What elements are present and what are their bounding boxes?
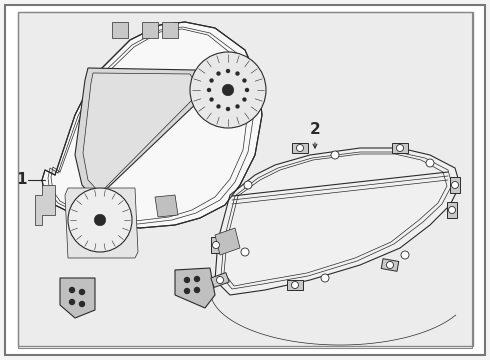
Circle shape (241, 248, 249, 256)
Circle shape (70, 300, 74, 305)
Circle shape (185, 288, 190, 293)
Polygon shape (155, 195, 178, 217)
Circle shape (243, 98, 246, 101)
Circle shape (185, 278, 190, 283)
Bar (287, 280, 303, 290)
Circle shape (401, 251, 409, 259)
Circle shape (68, 188, 132, 252)
Polygon shape (215, 148, 460, 295)
Circle shape (79, 289, 84, 294)
Polygon shape (35, 185, 55, 225)
FancyBboxPatch shape (5, 5, 485, 355)
Polygon shape (162, 22, 178, 38)
Circle shape (244, 181, 252, 189)
Polygon shape (65, 188, 138, 258)
Circle shape (236, 105, 239, 108)
Circle shape (195, 288, 199, 292)
Circle shape (195, 276, 199, 282)
Text: 2: 2 (310, 122, 320, 138)
Circle shape (210, 98, 213, 101)
Circle shape (243, 79, 246, 82)
Circle shape (321, 274, 329, 282)
Bar (211, 237, 221, 253)
Bar (381, 259, 399, 271)
Bar (447, 202, 457, 218)
Circle shape (245, 89, 248, 91)
Polygon shape (112, 22, 128, 38)
Circle shape (210, 79, 213, 82)
Polygon shape (42, 22, 262, 228)
Circle shape (190, 52, 266, 128)
Bar (292, 143, 308, 153)
Text: 1: 1 (17, 172, 27, 188)
Circle shape (217, 105, 220, 108)
Circle shape (217, 72, 220, 75)
Circle shape (331, 151, 339, 159)
Circle shape (296, 144, 303, 152)
Circle shape (226, 108, 229, 111)
Circle shape (207, 89, 211, 91)
Polygon shape (175, 268, 215, 308)
Bar (211, 273, 229, 287)
Polygon shape (83, 73, 198, 193)
Circle shape (426, 159, 434, 167)
Circle shape (94, 214, 106, 226)
Circle shape (292, 282, 298, 288)
Polygon shape (75, 68, 205, 200)
Circle shape (222, 84, 234, 96)
Polygon shape (142, 22, 158, 38)
Circle shape (236, 72, 239, 75)
Polygon shape (215, 228, 240, 255)
Circle shape (451, 181, 459, 189)
Circle shape (79, 302, 84, 306)
Circle shape (70, 288, 74, 292)
Circle shape (448, 207, 456, 213)
Circle shape (213, 242, 220, 248)
FancyBboxPatch shape (18, 12, 473, 346)
Polygon shape (60, 278, 95, 318)
Bar (450, 177, 460, 193)
Circle shape (396, 144, 403, 152)
Bar (392, 143, 408, 153)
Circle shape (226, 69, 229, 72)
Circle shape (217, 276, 223, 284)
Circle shape (387, 261, 393, 269)
